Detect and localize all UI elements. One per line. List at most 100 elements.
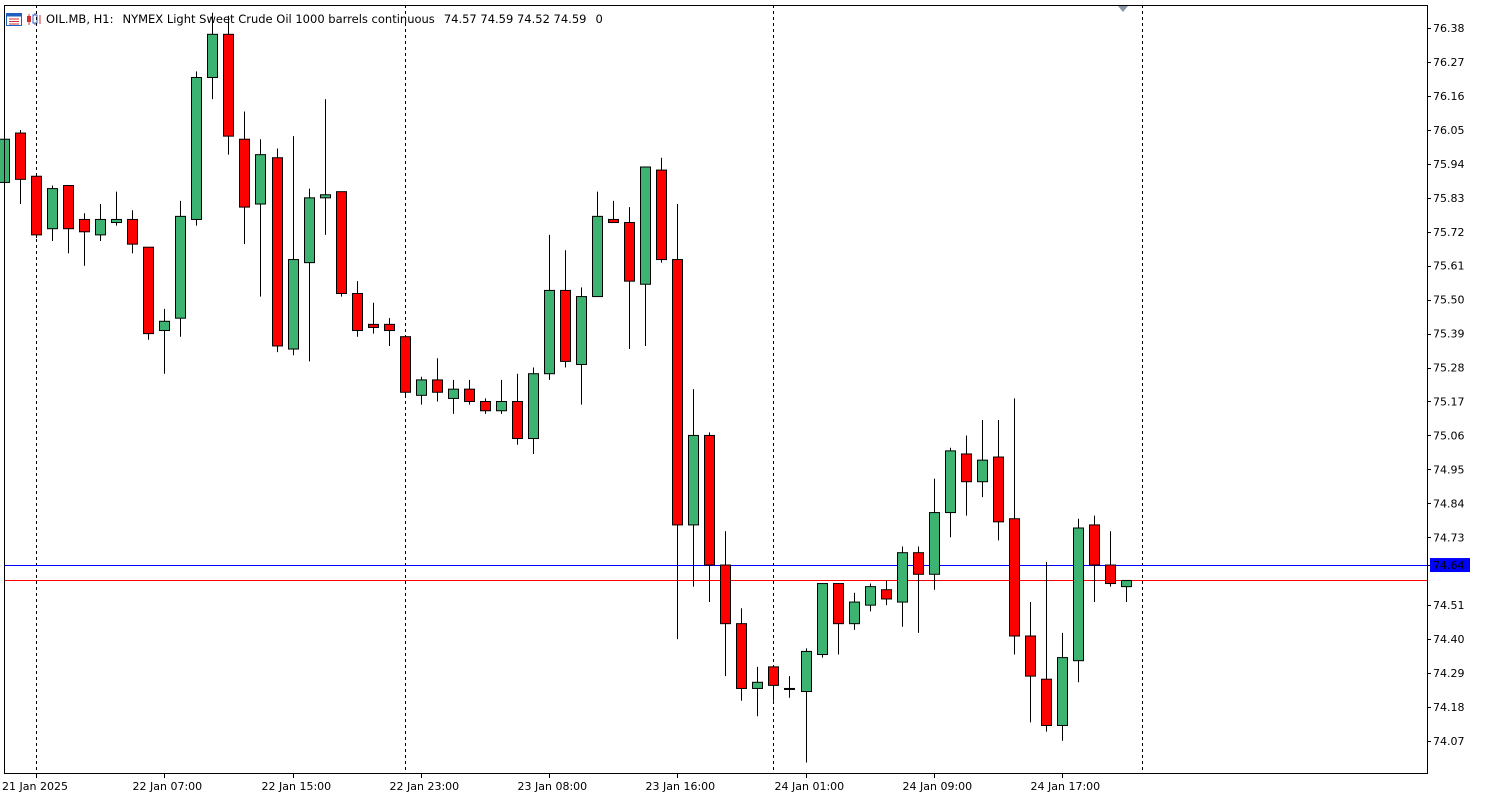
x-tick-label: 22 Jan 23:00 [390, 780, 460, 793]
candle [624, 207, 635, 350]
candle-body-bull [207, 33, 218, 79]
candle-body-bear [608, 218, 619, 224]
candle [288, 136, 299, 356]
y-tick-label: 74.95 [1433, 463, 1465, 476]
candle [127, 210, 138, 254]
candle-body-bear [913, 552, 924, 575]
y-tick-label: 74.29 [1433, 667, 1465, 680]
candle [464, 379, 475, 405]
candle-body-bear [143, 246, 154, 335]
candle-body-bull [849, 601, 860, 625]
candle-body-bear [63, 185, 74, 230]
candle [833, 583, 844, 655]
candle-body-bear [512, 400, 523, 440]
candle-body-bear [1025, 635, 1036, 677]
candle [47, 185, 58, 242]
candle [1057, 632, 1068, 741]
candle-body-bear [993, 456, 1004, 523]
y-tick-label: 74.51 [1433, 599, 1465, 612]
x-tick-label: 24 Jan 09:00 [903, 780, 973, 793]
candle-body-bull [528, 373, 539, 440]
candle-body-bull [640, 166, 651, 285]
candle-body-bull [929, 512, 940, 575]
candle [672, 204, 683, 640]
candle [448, 379, 459, 414]
candle [384, 318, 395, 346]
y-tick-label: 74.18 [1433, 701, 1465, 714]
candle [143, 246, 154, 340]
candle-body-bull [865, 586, 876, 606]
candle [849, 592, 860, 630]
candle [784, 676, 795, 698]
candle-body-bull [496, 400, 507, 412]
candle-body-bear [15, 132, 26, 180]
y-tick-label: 74.40 [1433, 633, 1465, 646]
candle-body-bull [111, 218, 122, 224]
candle [336, 191, 347, 297]
candle [929, 478, 940, 590]
candle [416, 376, 427, 405]
candle [656, 157, 667, 263]
candle-body-bear [1105, 564, 1116, 585]
candle-body-bear [368, 323, 379, 328]
candle-body-bull [288, 259, 299, 350]
candle-body-bull [688, 434, 699, 526]
candle [223, 15, 234, 155]
candle-body-bull [304, 197, 315, 264]
candle [881, 580, 892, 606]
header-extra-value: 0 [595, 12, 603, 26]
candle-body-bull [897, 552, 908, 603]
y-tick-label: 76.05 [1433, 124, 1465, 137]
candle [720, 531, 731, 677]
candle-body-bull [945, 450, 956, 514]
candle-body-bear [352, 293, 363, 332]
candle [560, 250, 571, 368]
candle-body-bear [336, 191, 347, 295]
y-tick-label: 74.07 [1433, 735, 1465, 748]
candle [207, 12, 218, 100]
candle [913, 546, 924, 633]
candle-body-bear [400, 336, 411, 393]
candle [95, 204, 106, 242]
candle [1073, 518, 1084, 683]
candle-body-bull [576, 296, 587, 365]
y-tick-label: 75.72 [1433, 226, 1465, 239]
candle-body-bear [480, 400, 491, 412]
candle [768, 666, 779, 701]
candle-body-bear [656, 169, 667, 261]
candle [512, 373, 523, 445]
x-tick-label: 24 Jan 01:00 [775, 780, 845, 793]
candle-body-bear [272, 157, 283, 347]
candle-body-bear [1041, 678, 1052, 726]
y-tick-label: 75.94 [1433, 158, 1465, 171]
candle [352, 281, 363, 337]
instrument-description: NYMEX Light Sweet Crude Oil 1000 barrels… [122, 12, 435, 26]
candle [255, 139, 266, 297]
y-tick-label: 75.06 [1433, 429, 1465, 442]
candle [320, 99, 331, 235]
candle-body-bull [95, 218, 106, 236]
candle-body-bear [704, 434, 715, 566]
candle-body-bull [416, 379, 427, 396]
candle-body-bear [720, 564, 731, 625]
candle [304, 188, 315, 362]
candle [977, 420, 988, 498]
window-list-icon[interactable] [6, 12, 22, 26]
candle-body-bear [223, 33, 234, 137]
x-tick-label: 22 Jan 15:00 [262, 780, 332, 793]
candle-body-bear [736, 623, 747, 689]
price-tag-bg [1430, 558, 1470, 573]
chart-type-icon[interactable] [26, 12, 42, 26]
candle [31, 175, 42, 238]
candle-body-bear [833, 583, 844, 625]
candle [1121, 579, 1132, 603]
y-tick-label: 76.27 [1433, 56, 1465, 69]
y-tick-label: 74.84 [1433, 497, 1465, 510]
symbol-label: OIL.MB, H1: [46, 12, 114, 26]
candle-body-bull [1073, 527, 1084, 662]
candle [576, 287, 587, 405]
chart-shift-marker-icon[interactable] [1118, 6, 1128, 12]
candle-body-bull [191, 77, 202, 220]
